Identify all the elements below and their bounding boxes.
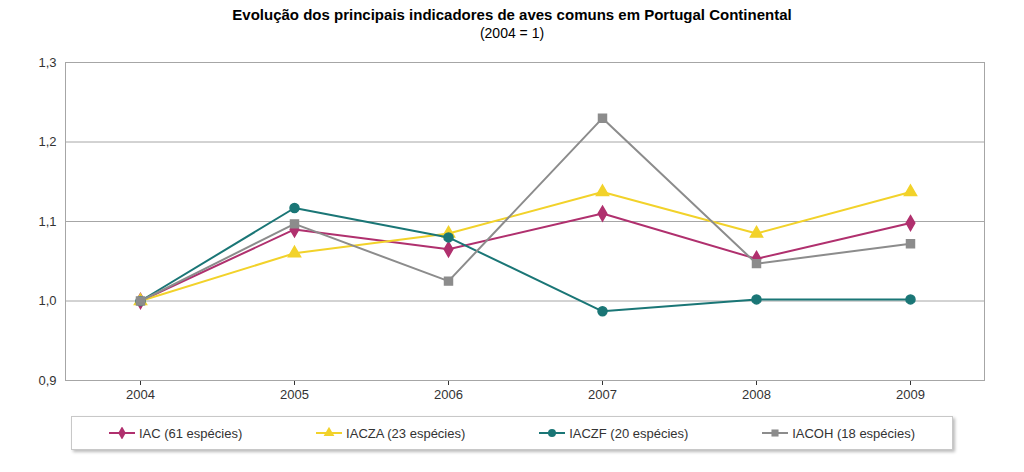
html-text:IACOH (18 espécies): IACOH (18 espécies) [792, 425, 915, 441]
svg-text:1,1: 1,1 [38, 214, 56, 229]
svg-text:2008: 2008 [742, 387, 771, 402]
svg-text:2007: 2007 [588, 387, 617, 402]
html-text:IACZF (20 espécies): IACZF (20 espécies) [569, 425, 689, 441]
svg-text:1,0: 1,0 [38, 293, 56, 308]
svg-text:2006: 2006 [434, 387, 463, 402]
svg-text:1,3: 1,3 [38, 55, 56, 70]
svg-text:1,2: 1,2 [38, 134, 56, 149]
svg-text:2004: 2004 [126, 387, 155, 402]
html-text:(2004 = 1): (2004 = 1) [479, 25, 545, 41]
svg-text:0,9: 0,9 [38, 373, 56, 388]
svg-text:2005: 2005 [280, 387, 309, 402]
html-text:IAC (61 espécies): IAC (61 espécies) [138, 425, 243, 441]
html-text:IACZA (23 espécies): IACZA (23 espécies) [346, 425, 466, 441]
svg-text:2009: 2009 [896, 387, 925, 402]
html-text:Evolução dos principais indica: Evolução dos principais indicadores de a… [232, 6, 792, 23]
